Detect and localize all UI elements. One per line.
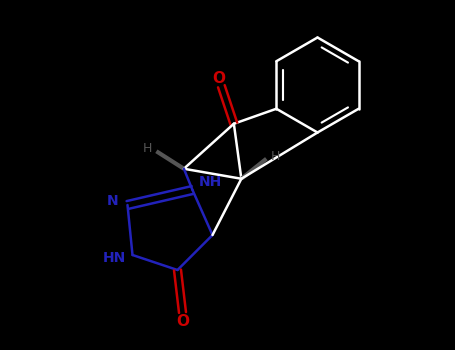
- Text: H: H: [271, 150, 280, 163]
- Text: H: H: [143, 142, 152, 155]
- Text: HN: HN: [103, 251, 126, 265]
- Text: NH: NH: [198, 175, 222, 189]
- Text: O: O: [176, 314, 189, 329]
- Text: N: N: [107, 194, 118, 208]
- Text: O: O: [212, 71, 225, 86]
